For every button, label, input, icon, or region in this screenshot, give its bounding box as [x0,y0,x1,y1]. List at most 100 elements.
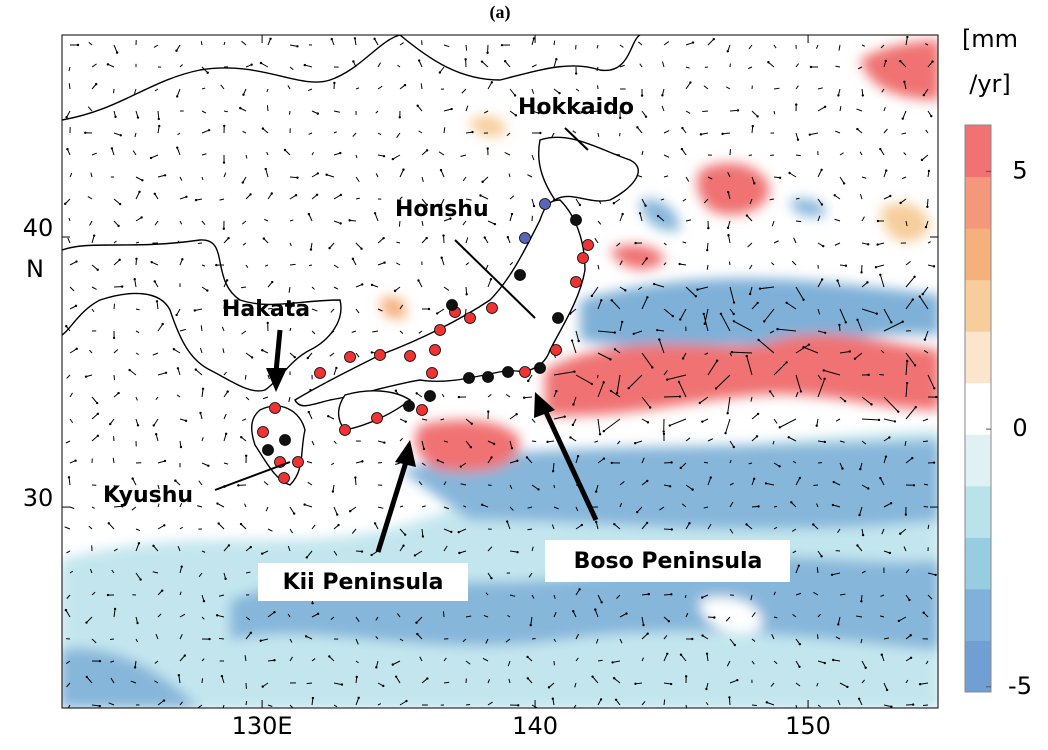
vector-head [199,412,201,414]
vector [554,485,555,488]
vector-head [733,301,735,303]
vector [729,262,730,265]
vector-head [931,60,933,62]
colorbar-tick-label: 0 [1012,414,1027,442]
vector-head [250,632,252,634]
vector-head [370,554,372,556]
vector-head [594,608,596,610]
vector-head [416,633,418,635]
vector [466,45,467,51]
vector-head [181,258,183,260]
vector-head [779,426,781,428]
vector-head [317,112,319,114]
vector-head [354,37,356,39]
vector-head [181,565,183,567]
vector-head [908,599,910,601]
vector-head [139,578,141,580]
vector-head [165,372,167,374]
vector-head [765,482,767,484]
vector-head [692,41,694,43]
vector-head [491,81,493,83]
vector-head [516,551,518,553]
colorbar-band [965,331,991,383]
colorbar-band [965,280,991,332]
vector-head [867,487,869,489]
vector-head [757,505,759,507]
vector-head [108,522,110,524]
vector-head [910,634,912,636]
vector [770,155,774,156]
vector-head [111,147,113,149]
vector-head [163,699,165,701]
vector-head [356,676,358,678]
vector-head [657,215,659,217]
vector-head [823,378,825,380]
vector-head [184,654,186,656]
vector-head [733,320,735,322]
vector-head [176,95,178,97]
vector-head [173,348,175,350]
station [553,313,564,324]
vector [597,375,598,378]
vector [774,506,777,507]
vector-head [746,214,748,216]
vector [219,638,224,639]
vector-head [653,283,655,285]
vector-head [399,116,401,118]
vector-head [273,659,275,661]
vector-head [922,293,924,295]
vector-head [633,333,635,335]
vector [356,198,360,199]
vector-head [395,390,397,392]
vector-head [701,596,703,598]
vector-head [261,552,263,554]
vector-head [458,552,460,554]
station [465,313,476,324]
vector-head [897,410,899,412]
vector-head [856,128,858,130]
station [375,350,386,361]
vector-head [361,550,363,552]
vector-head [481,60,483,62]
vector-head [138,542,140,544]
vector-head [737,109,739,111]
vector-head [224,578,226,580]
vector [246,701,247,705]
vector-head [602,381,604,383]
vector-head [624,289,626,291]
vector-head [845,321,847,323]
vector-head [731,351,733,353]
vector-head [563,415,565,417]
vector-head [681,148,683,150]
vector-head [581,524,583,526]
vector-head [611,661,613,663]
colorbar-band [965,486,991,538]
x-tick-label: 150 [785,712,831,740]
vector-head [924,338,926,340]
vector-head [679,395,681,397]
station [270,403,281,414]
vector-head [425,237,427,239]
vector-head [177,367,179,369]
vector-head [114,608,116,610]
vector-head [526,456,528,458]
vector-head [470,446,472,448]
vector-head [651,366,653,368]
vector-head [614,348,616,350]
vector-head [265,168,267,170]
vector-head [221,675,223,677]
vector-head [685,675,687,677]
vector-head [331,38,333,40]
vector-head [753,182,755,184]
vector-head [600,698,602,700]
vector-head [128,369,130,371]
vector-head [336,513,338,515]
vector-head [906,360,908,362]
vector-head [392,663,394,665]
vector-head [646,480,648,482]
vector-head [304,64,306,66]
vector-head [707,227,709,229]
vector-head [834,194,836,196]
colorbar-band [965,640,991,692]
x-tick-label: 140 [512,712,558,740]
